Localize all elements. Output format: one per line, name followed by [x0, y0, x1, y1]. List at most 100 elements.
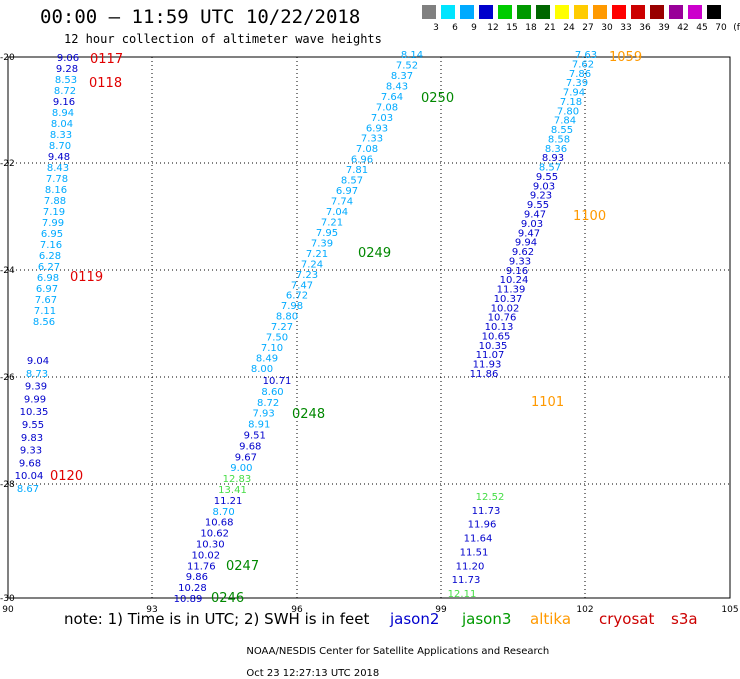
swh-value: 9.62 [512, 247, 534, 258]
legend-swatch [593, 5, 607, 19]
legend-swatch [517, 5, 531, 19]
x-tick-label: 105 [721, 605, 738, 615]
swh-value: 9.03 [533, 181, 555, 192]
swh-value: 7.47 [291, 280, 313, 291]
swh-value: 11.20 [456, 561, 485, 572]
legend-swatch [498, 5, 512, 19]
footer-source: NOAA/NESDIS Center for Satellite Applica… [246, 646, 550, 657]
swh-value: 8.91 [248, 420, 270, 431]
map-frame [7, 56, 731, 599]
legend-swatch [441, 5, 455, 19]
legend-label: 42 [677, 23, 689, 33]
swh-value: 10.68 [205, 518, 234, 529]
legend-label: 3 [433, 23, 439, 33]
swh-value: 8.16 [45, 185, 67, 196]
pass-label: 0119 [70, 270, 103, 285]
pass-label: 0248 [292, 407, 325, 422]
swh-value: 7.18 [560, 97, 582, 108]
swh-value: 7.03 [371, 113, 393, 124]
swh-value: 7.86 [569, 69, 591, 80]
swh-value: 8.94 [52, 108, 74, 119]
legend-swatch [612, 5, 626, 19]
swh-value: 10.02 [491, 303, 520, 314]
swh-value: 10.37 [494, 294, 523, 305]
swh-value: 7.98 [281, 301, 303, 312]
swh-value: 8.33 [50, 130, 72, 141]
swh-value: 7.95 [316, 228, 338, 239]
legend-swatch [460, 5, 474, 19]
y-tick-label: -26 [0, 373, 15, 383]
pass-label: 0117 [90, 52, 123, 67]
swh-value: 7.24 [301, 259, 323, 270]
swh-value: 7.39 [311, 238, 333, 249]
sat-jason3: jason3 [462, 610, 512, 628]
swh-value: 12.11 [448, 589, 477, 600]
swh-value: 8.49 [256, 354, 278, 365]
swh-value: 8.00 [251, 364, 273, 375]
legend-label: 6 [452, 23, 458, 33]
swh-value: 9.04 [27, 356, 49, 367]
legend-swatch [707, 5, 721, 19]
x-tick-label: 93 [146, 605, 157, 615]
swh-value: 7.62 [572, 59, 594, 70]
swh-value: 7.74 [331, 197, 353, 208]
swh-value: 6.97 [36, 284, 58, 295]
x-tick-label: 96 [291, 605, 303, 615]
swh-value: 10.71 [263, 376, 292, 387]
swh-value: 9.28 [56, 64, 78, 75]
swh-value: 9.16 [506, 266, 528, 277]
legend-label: 9 [471, 23, 477, 33]
swh-value: 8.55 [551, 125, 573, 136]
swh-value: 7.27 [271, 322, 293, 333]
swh-value: 7.08 [376, 102, 398, 113]
legend-label: 45 [696, 23, 708, 33]
swh-value: 6.72 [286, 291, 308, 302]
y-tick-label: -30 [0, 594, 15, 604]
swh-value: 10.28 [178, 583, 207, 594]
swh-value: 8.36 [545, 144, 567, 155]
swh-value: 7.39 [566, 78, 588, 89]
swh-value: 9.55 [527, 200, 549, 211]
legend-swatch [631, 5, 645, 19]
swh-value: 7.64 [381, 92, 403, 103]
swh-value: 10.65 [482, 331, 511, 342]
swh-value: 11.39 [497, 285, 526, 296]
y-tick-label: -20 [0, 53, 15, 63]
swh-value: 7.16 [40, 240, 62, 251]
swh-value: 7.04 [326, 207, 348, 218]
swh-value: 9.48 [48, 152, 70, 163]
swh-value: 8.56 [33, 317, 55, 328]
swh-value: 11.07 [476, 350, 505, 361]
swh-value: 9.33 [509, 256, 531, 267]
swh-value: 6.98 [37, 273, 59, 284]
swh-value: 7.99 [42, 218, 64, 229]
swh-value: 6.96 [351, 155, 373, 166]
legend-swatch [574, 5, 588, 19]
swh-value: 9.16 [53, 97, 75, 108]
swh-value: 8.70 [212, 507, 234, 518]
legend-label: 24 [563, 23, 575, 33]
swh-value: 9.68 [239, 441, 261, 452]
swh-value: 9.94 [515, 238, 537, 249]
swh-value: 7.21 [306, 249, 328, 260]
pass-label: 0118 [89, 76, 122, 91]
swh-value: 7.50 [266, 333, 288, 344]
swh-value: 8.43 [47, 163, 69, 174]
swh-value: 11.64 [464, 534, 493, 545]
swh-value: 8.43 [386, 81, 408, 92]
x-tick-label: 99 [435, 605, 447, 615]
legend-swatch [555, 5, 569, 19]
swh-value: 9.39 [25, 382, 47, 393]
sat-cryosat: cryosat [599, 610, 655, 628]
swh-value: 8.37 [391, 71, 413, 82]
swh-value: 9.55 [22, 420, 44, 431]
swh-value: 9.51 [244, 431, 266, 442]
x-tick-label: 90 [2, 605, 14, 615]
swh-value: 8.57 [341, 176, 363, 187]
x-tick-label: 102 [576, 605, 593, 615]
swh-value: 8.73 [26, 369, 48, 380]
legend-label: 30 [601, 23, 613, 33]
altimeter-map: 90 93 96 99 102 105 -20 -22 -24 -26 -28 -30 9.069.28… [0, 50, 739, 615]
swh-value: 6.28 [39, 251, 61, 262]
y-tick-label: -28 [0, 480, 15, 490]
